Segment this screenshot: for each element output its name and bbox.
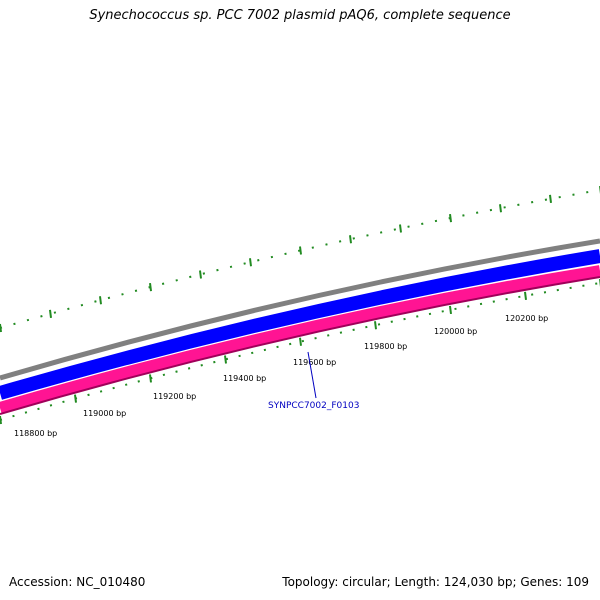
topology-text: Topology: circular; Length: 124,030 bp; … xyxy=(282,575,589,589)
accession-label: Accession: xyxy=(9,575,73,589)
inner-tick xyxy=(224,355,227,364)
outer-tick xyxy=(549,194,552,204)
inner-tick xyxy=(449,305,452,315)
map-title: Synechococcus sp. PCC 7002 plasmid pAQ6,… xyxy=(89,8,511,23)
backbone-ring xyxy=(0,238,600,381)
tick-label-118800: 118800 bp xyxy=(14,429,57,438)
reverse-strand-genes xyxy=(0,265,600,414)
outer-tick xyxy=(149,283,152,292)
inner-major-ticks xyxy=(0,279,600,425)
tick-label-120200: 120200 bp xyxy=(505,314,548,323)
forward-strand-genes xyxy=(0,249,600,400)
outer-tick xyxy=(299,246,302,255)
inner-tick xyxy=(0,415,2,425)
tick-label-119200: 119200 bp xyxy=(153,392,196,401)
outer-tick xyxy=(449,214,452,223)
outer-tick xyxy=(199,270,202,279)
tick-label-119400: 119400 bp xyxy=(223,374,266,383)
gene-label[interactable]: SYNPCC7002_F0103 xyxy=(268,401,359,411)
accession-value: NC_010480 xyxy=(76,575,146,589)
outer-tick xyxy=(349,235,352,244)
inner-tick xyxy=(149,374,152,383)
inner-tick xyxy=(74,394,77,403)
inner-tick xyxy=(524,291,527,300)
outer-tick xyxy=(249,258,252,267)
tick-label-119000: 119000 bp xyxy=(83,409,126,418)
outer-tick xyxy=(49,309,52,319)
outer-tick xyxy=(399,224,402,233)
outer-major-ticks xyxy=(0,186,600,333)
tick-label-119800: 119800 bp xyxy=(364,342,407,351)
accession-text: Accession: NC_010480 xyxy=(9,575,145,589)
inner-tick xyxy=(374,321,377,330)
tick-label-120000: 120000 bp xyxy=(434,327,477,336)
outer-tick xyxy=(499,204,502,213)
outer-tick xyxy=(0,323,2,333)
tick-label-119600: 119600 bp xyxy=(293,358,336,367)
inner-tick xyxy=(299,337,302,346)
outer-tick xyxy=(99,296,102,305)
gene-label-leader xyxy=(307,351,317,399)
reverse-strand-edge xyxy=(0,276,600,415)
